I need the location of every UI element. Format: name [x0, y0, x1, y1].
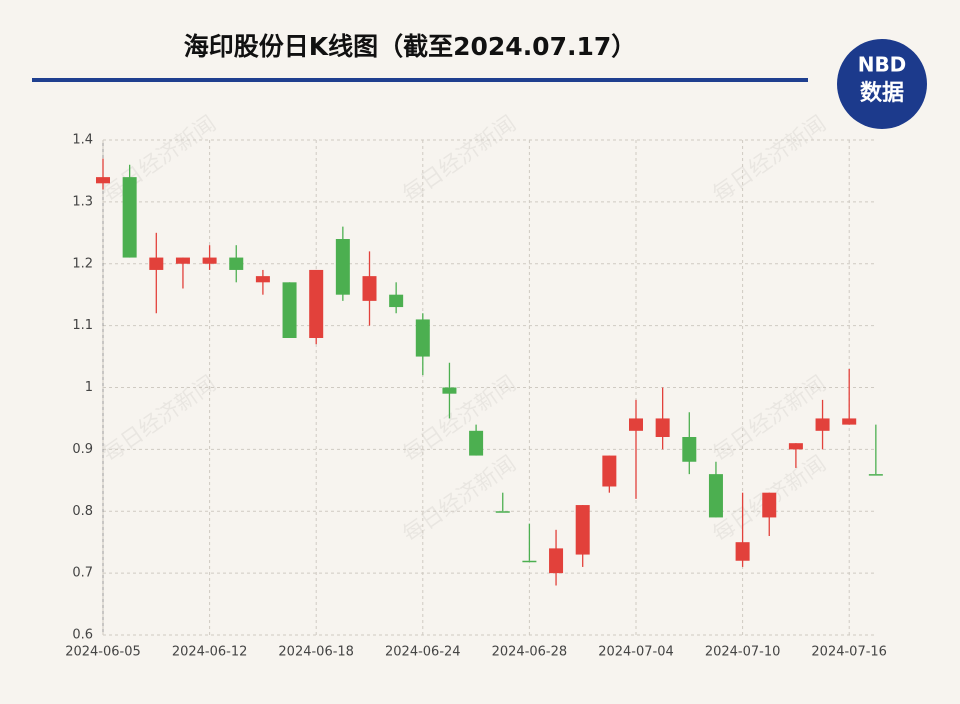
candle-body	[282, 282, 297, 338]
y-tick-label: 1	[85, 380, 93, 395]
candle-body	[229, 257, 244, 270]
x-tick-label: 2024-07-10	[705, 645, 781, 660]
candle-body	[335, 239, 350, 295]
x-tick-label: 2024-07-16	[811, 645, 887, 660]
x-tick-label: 2024-06-24	[385, 645, 461, 660]
candle-body	[549, 548, 564, 574]
candle-body	[442, 387, 457, 394]
candle-body	[309, 269, 324, 338]
candle-body	[842, 418, 857, 425]
x-tick-label: 2024-06-05	[65, 645, 141, 660]
logo-top: NBD	[858, 53, 907, 77]
candle-body	[708, 474, 723, 518]
candle-body	[788, 443, 803, 450]
chart-title: 海印股份日K线图（截至2024.07.17）	[184, 32, 637, 61]
candle-body	[682, 437, 697, 462]
y-tick-label: 0.6	[72, 628, 93, 643]
candle-body	[175, 257, 190, 264]
logo	[837, 39, 927, 129]
candle-body	[122, 177, 137, 258]
candle-body	[389, 294, 404, 308]
x-tick-label: 2024-06-12	[172, 645, 248, 660]
candle-body	[415, 319, 430, 357]
candle-body	[522, 560, 537, 563]
candle-body	[815, 418, 830, 431]
candle-body	[149, 257, 164, 270]
y-tick-label: 1.1	[72, 318, 93, 333]
watermark: 每日经济新闻	[708, 111, 830, 207]
logo-bottom: 数据	[860, 80, 904, 106]
x-tick-label: 2024-06-18	[278, 645, 354, 660]
candle-body	[629, 418, 643, 431]
candle-body	[362, 276, 377, 301]
candle-body	[868, 474, 883, 476]
y-tick-label: 1.2	[72, 256, 93, 271]
candle-body	[602, 455, 617, 487]
y-tick-label: 1.3	[72, 194, 93, 209]
y-tick-label: 1.4	[72, 133, 93, 148]
y-tick-label: 0.7	[72, 566, 93, 581]
x-tick-label: 2024-07-04	[598, 645, 674, 660]
candle-body	[202, 257, 217, 264]
watermark: 每日经济新闻	[98, 371, 220, 467]
candle-body	[96, 177, 110, 184]
candle-body	[575, 505, 590, 555]
y-tick-label: 0.8	[72, 504, 93, 519]
candle-body	[495, 511, 510, 513]
candle-body	[469, 430, 484, 456]
candle-body	[735, 542, 750, 561]
watermark: 每日经济新闻	[398, 111, 520, 207]
candle-body	[762, 492, 777, 518]
candle-body	[255, 276, 270, 283]
y-tick-label: 0.9	[72, 442, 93, 457]
title-rule	[32, 78, 808, 82]
candle-body	[655, 418, 670, 437]
x-tick-label: 2024-06-28	[492, 645, 568, 660]
watermark: 每日经济新闻	[98, 111, 220, 207]
